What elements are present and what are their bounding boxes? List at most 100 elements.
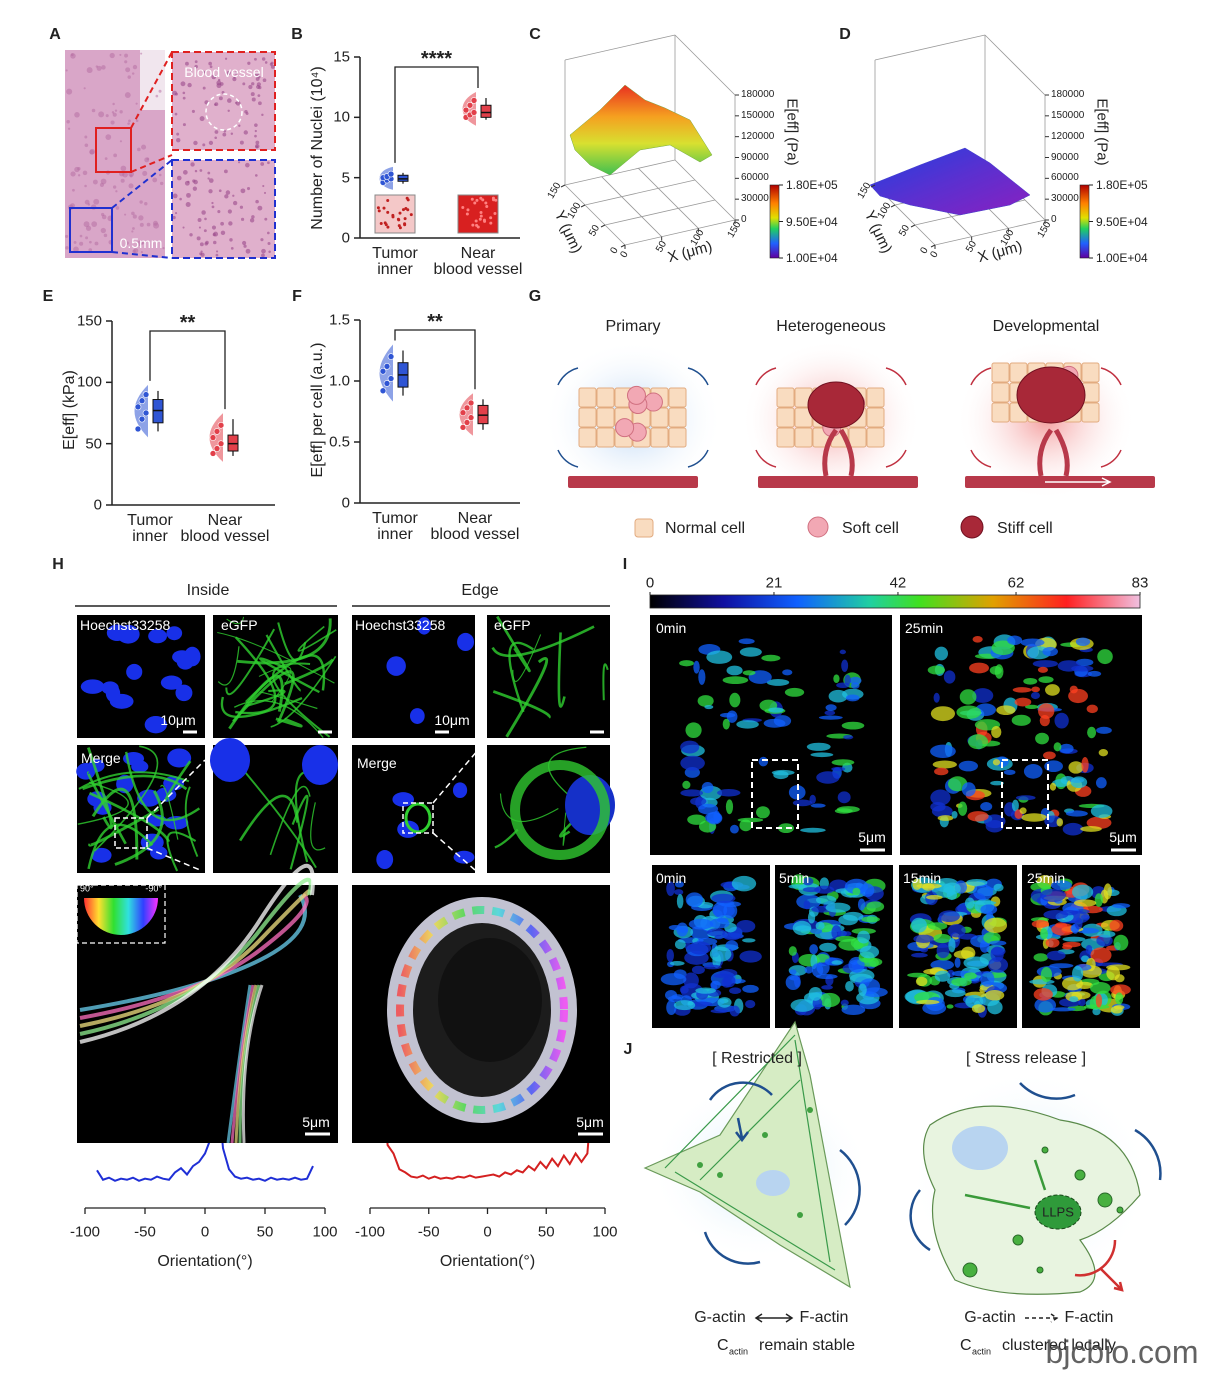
zoom-texture <box>223 169 228 174</box>
fret-signal <box>845 980 854 992</box>
tissue-texture <box>84 135 88 139</box>
actin-fiber <box>272 662 331 738</box>
zoom-texture <box>209 65 213 69</box>
x-tick-label: Tumor inner <box>372 510 418 543</box>
y-tick-label: 0 <box>341 229 350 247</box>
zoom-texture <box>208 61 212 66</box>
fret-signal <box>768 707 784 713</box>
fret-signal <box>1061 925 1072 934</box>
thumbnail-texture <box>397 224 401 228</box>
actin-fiber <box>505 656 549 738</box>
time-label: 15min <box>903 870 942 886</box>
zoom-texture <box>228 221 233 226</box>
zoom-texture <box>196 236 201 241</box>
scale-label: 5μm <box>1109 829 1137 845</box>
zoom-texture <box>250 92 255 97</box>
thumbnail-texture <box>474 219 478 223</box>
tissue-texture <box>82 170 88 176</box>
fret-signal <box>969 662 989 674</box>
box-edge <box>874 34 986 61</box>
fiber-left <box>238 984 261 1144</box>
fret-signal <box>831 960 843 965</box>
zoom-texture <box>207 177 210 180</box>
fret-signal <box>845 694 860 702</box>
flow-arrow <box>1045 477 1112 487</box>
data-point <box>134 403 142 411</box>
zoom-texture <box>218 96 223 101</box>
time-label: 5min <box>779 870 810 886</box>
tissue-texture <box>66 88 73 95</box>
nucleus <box>210 738 250 782</box>
scale-label: 10μm <box>434 712 470 728</box>
data-point <box>470 109 478 116</box>
zoom-texture <box>211 205 215 209</box>
fret-signal <box>810 752 834 758</box>
panel-label: F <box>292 288 302 305</box>
nucleus <box>126 663 143 680</box>
zoom-frame <box>171 51 276 151</box>
tissue-texture <box>158 89 162 93</box>
fret-signal <box>738 638 755 645</box>
fret-signal <box>1049 782 1057 791</box>
fret-signal <box>766 678 790 686</box>
zoom-texture <box>174 112 178 116</box>
zoom-texture <box>260 162 265 166</box>
zoom-texture <box>251 215 255 219</box>
fret-signal <box>789 969 797 975</box>
normal-cell <box>991 382 1010 403</box>
colorbar-label: 1.80E+05 <box>1096 178 1148 192</box>
fret-signal <box>1037 666 1048 673</box>
nucleus-dark <box>438 938 542 1062</box>
tissue-texture <box>91 108 96 113</box>
pressure-arc <box>755 367 907 468</box>
fret-signal <box>709 918 730 929</box>
scale-label: 5μm <box>858 829 886 845</box>
fret-signal <box>808 986 823 1001</box>
fret-signal <box>1035 732 1049 745</box>
tissue-texture <box>159 181 164 186</box>
nucleus <box>457 632 475 652</box>
fret-signal <box>988 957 1009 973</box>
condensate <box>962 1262 978 1278</box>
fret-signal <box>1032 660 1058 668</box>
zoom-texture <box>258 85 262 90</box>
tissue-texture <box>110 120 115 125</box>
tissue-texture <box>162 247 165 250</box>
time-label: 0min <box>656 870 687 886</box>
fiber-left <box>79 894 307 1012</box>
time-label: 25min <box>905 620 944 636</box>
zoom-texture <box>262 78 267 83</box>
fret-signal <box>1115 992 1124 1005</box>
fret-signal <box>816 771 840 784</box>
tissue-white <box>140 50 165 110</box>
fret-signal <box>703 964 722 970</box>
thumbnail-texture <box>465 212 469 216</box>
vessel <box>568 476 698 488</box>
fret-signal <box>704 704 714 710</box>
tissue-texture <box>159 173 162 177</box>
fret-signal <box>673 1000 696 1011</box>
fret-signal <box>831 925 842 940</box>
release-arc <box>1074 1239 1124 1292</box>
actin-fiber <box>237 618 332 665</box>
y-tick-label: 0 <box>341 494 350 512</box>
fret-signal <box>742 984 759 993</box>
fret-signal <box>1025 704 1039 709</box>
nucleus <box>376 850 394 870</box>
fret-signal <box>934 970 951 982</box>
y-tick <box>870 184 876 188</box>
zoom-texture <box>220 221 224 226</box>
zoom-texture <box>234 71 238 75</box>
concentration-subscript: actin <box>729 1346 749 1357</box>
fiber-left <box>241 984 264 1144</box>
tissue-texture <box>120 165 127 172</box>
concentration-symbol: C <box>717 1337 729 1354</box>
nucleus <box>167 748 192 768</box>
fret-signal <box>729 692 741 708</box>
fret-signal <box>1087 726 1097 739</box>
fret-signal <box>842 911 864 921</box>
fret-signal <box>1054 712 1069 729</box>
fret-signal <box>1086 704 1098 714</box>
y-tick-label: 5 <box>341 169 350 187</box>
